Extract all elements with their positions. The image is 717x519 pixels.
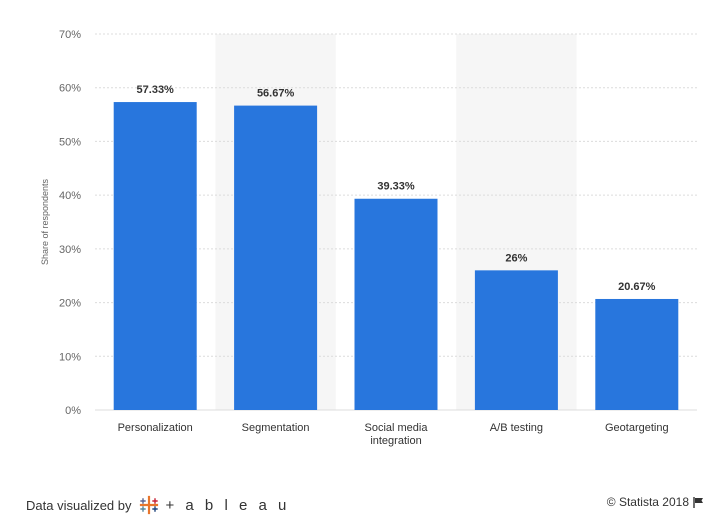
bar-2 bbox=[354, 198, 438, 410]
y-axis-ticks: 0% 10% 20% 30% 40% 50% 60% 70% bbox=[59, 29, 81, 417]
bars bbox=[113, 102, 679, 411]
x-tick-label: Geotargeting bbox=[605, 422, 669, 434]
data-label-2: 39.33% bbox=[377, 181, 415, 193]
y-tick-label: 40% bbox=[59, 190, 81, 202]
bar-4 bbox=[595, 298, 679, 410]
bar-3 bbox=[474, 270, 558, 410]
y-tick-label: 50% bbox=[59, 136, 81, 148]
data-label-0: 57.33% bbox=[137, 84, 175, 96]
bar-1 bbox=[234, 105, 318, 411]
flag-icon bbox=[693, 496, 703, 508]
footer-credit[interactable]: © Statista 2018 bbox=[607, 495, 704, 509]
x-tick-label: A/B testing bbox=[490, 422, 543, 434]
y-tick-label: 30% bbox=[59, 244, 81, 256]
x-tick-label: Segmentation bbox=[242, 422, 310, 434]
footer-visualized-by[interactable]: Data visualized by + a b l e a u bbox=[26, 494, 290, 516]
credit-text: © Statista 2018 bbox=[606, 495, 689, 509]
y-tick-label: 0% bbox=[65, 405, 81, 417]
x-tick-label: Personalization bbox=[118, 422, 193, 434]
bar-0 bbox=[113, 102, 197, 410]
data-label-1: 56.67% bbox=[257, 88, 295, 100]
y-axis-title: Share of respondents bbox=[40, 178, 50, 265]
x-tick-label: Social media bbox=[365, 422, 429, 434]
bar-chart: 0% 10% 20% 30% 40% 50% 60% 70% 57.33% 56.67% 39.3… bbox=[40, 29, 697, 447]
y-tick-label: 10% bbox=[59, 351, 81, 363]
data-label-4: 20.67% bbox=[618, 281, 656, 293]
tableau-wordmark: + a b l e a u bbox=[165, 496, 290, 514]
x-axis-categories: Personalization Segmentation Social mediai… bbox=[118, 422, 669, 447]
y-tick-label: 70% bbox=[59, 29, 81, 41]
x-tick-label: integration bbox=[370, 435, 421, 447]
y-tick-label: 60% bbox=[59, 83, 81, 95]
data-labels: 57.33% 56.67% 39.33% 26% 20.67% bbox=[137, 84, 656, 293]
y-tick-label: 20% bbox=[59, 298, 81, 310]
visualized-by-text: Data visualized by bbox=[26, 497, 132, 513]
tableau-plus-logo-icon bbox=[139, 495, 158, 515]
data-label-3: 26% bbox=[505, 252, 527, 264]
